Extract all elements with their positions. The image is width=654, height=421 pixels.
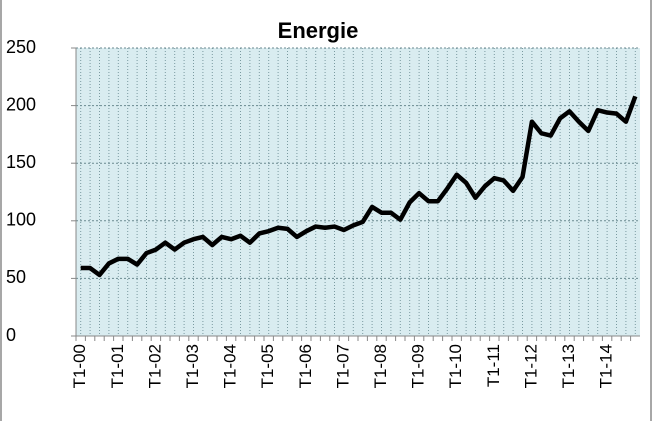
x-tick-label: T1-10	[446, 344, 465, 388]
series-line	[80, 95, 638, 278]
x-tick-label: T1-08	[371, 344, 390, 388]
x-tick-label: T1-14	[597, 344, 616, 388]
x-tick-label: T1-03	[183, 344, 202, 388]
y-tick-label: 150	[6, 152, 36, 172]
x-tick-label: T1-01	[108, 344, 127, 388]
chart-title: Energie	[278, 18, 359, 43]
x-tick-label: T1-09	[409, 344, 428, 388]
y-tick-label: 100	[6, 210, 36, 230]
x-tick-label: T1-07	[333, 344, 352, 388]
x-tick-label: T1-13	[559, 344, 578, 388]
x-tick-label: T1-00	[70, 344, 89, 388]
x-tick-label: T1-12	[521, 344, 540, 388]
x-tick-label: T1-04	[221, 344, 240, 388]
x-tick-label: T1-11	[484, 344, 503, 387]
y-tick-label: 50	[6, 267, 26, 287]
y-tick-label: 200	[6, 94, 36, 114]
x-tick-label: T1-06	[296, 344, 315, 388]
plot-area	[76, 48, 640, 336]
y-tick-label: 250	[6, 37, 36, 57]
y-tick-label: 0	[6, 325, 16, 345]
x-tick-label: T1-05	[258, 344, 277, 388]
x-tick-label: T1-02	[145, 344, 164, 388]
